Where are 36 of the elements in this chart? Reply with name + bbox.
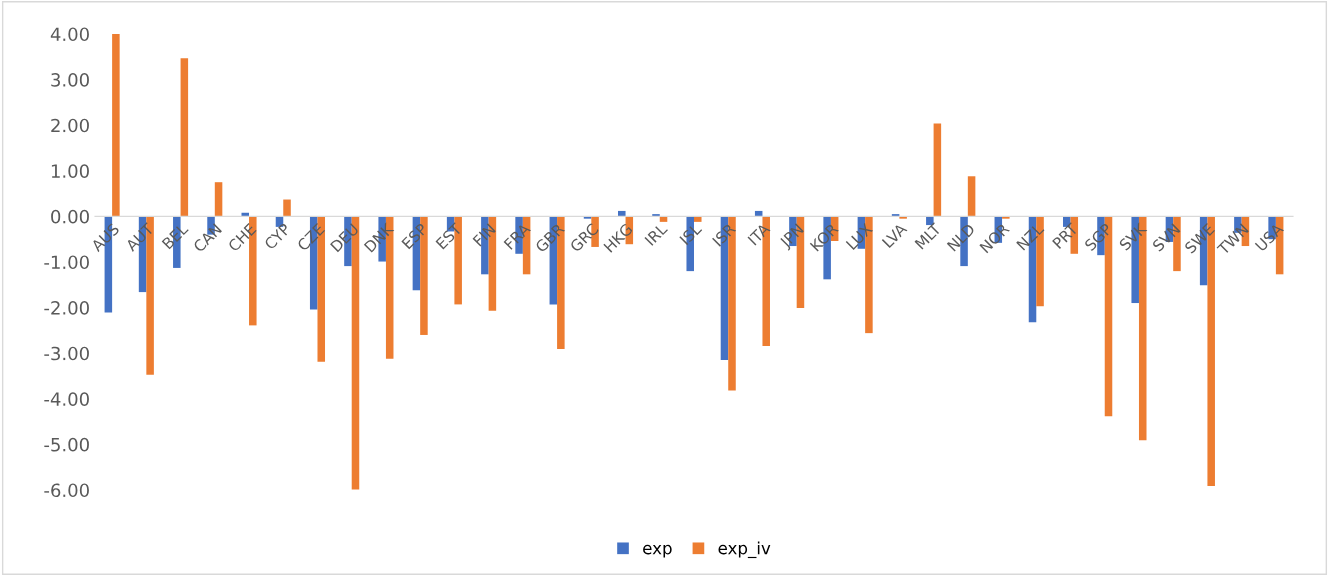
legend-label: exp <box>643 544 672 558</box>
x-tick-label: NZL <box>1016 222 1045 251</box>
y-tick-label: -4.00 <box>44 392 89 406</box>
y-tick-label: 1.00 <box>51 164 89 178</box>
bar <box>694 216 702 222</box>
y-tick-label: -3.00 <box>44 346 89 361</box>
bar <box>899 216 907 219</box>
bar <box>618 210 626 217</box>
y-tick-label: -6.00 <box>44 483 89 498</box>
legend-label: exp_iv <box>718 541 771 559</box>
bar <box>1002 216 1010 219</box>
y-tick-label: -1.00 <box>44 255 89 270</box>
bar <box>283 199 291 217</box>
x-tick-label: ISL <box>679 222 703 246</box>
x-tick-label: USA <box>1254 222 1285 252</box>
x-tick-label: LVA <box>881 222 908 249</box>
x-tick-label: FRA <box>503 222 531 250</box>
x-tick-label: ESP <box>401 222 429 250</box>
y-tick-label: -5.00 <box>44 437 89 452</box>
x-tick-label: IRL <box>644 222 668 246</box>
y-tick-label: 2.00 <box>51 118 89 133</box>
x-tick-label: FIN <box>472 223 496 247</box>
bar <box>967 176 976 217</box>
bar <box>112 34 120 217</box>
y-tick-label: 0.00 <box>51 209 89 224</box>
bar <box>933 123 942 217</box>
bar <box>652 214 660 217</box>
x-tick-label: ITA <box>747 222 771 246</box>
x-tick-label: BEL <box>161 222 189 250</box>
bar <box>214 182 223 217</box>
bar <box>180 58 189 217</box>
y-tick-label: 3.00 <box>51 73 89 87</box>
y-tick-label: -2.00 <box>44 301 89 315</box>
x-tick-label: CYP <box>263 222 292 251</box>
y-tick-label: 4.00 <box>50 27 89 42</box>
x-tick-label: ISR <box>711 222 737 247</box>
